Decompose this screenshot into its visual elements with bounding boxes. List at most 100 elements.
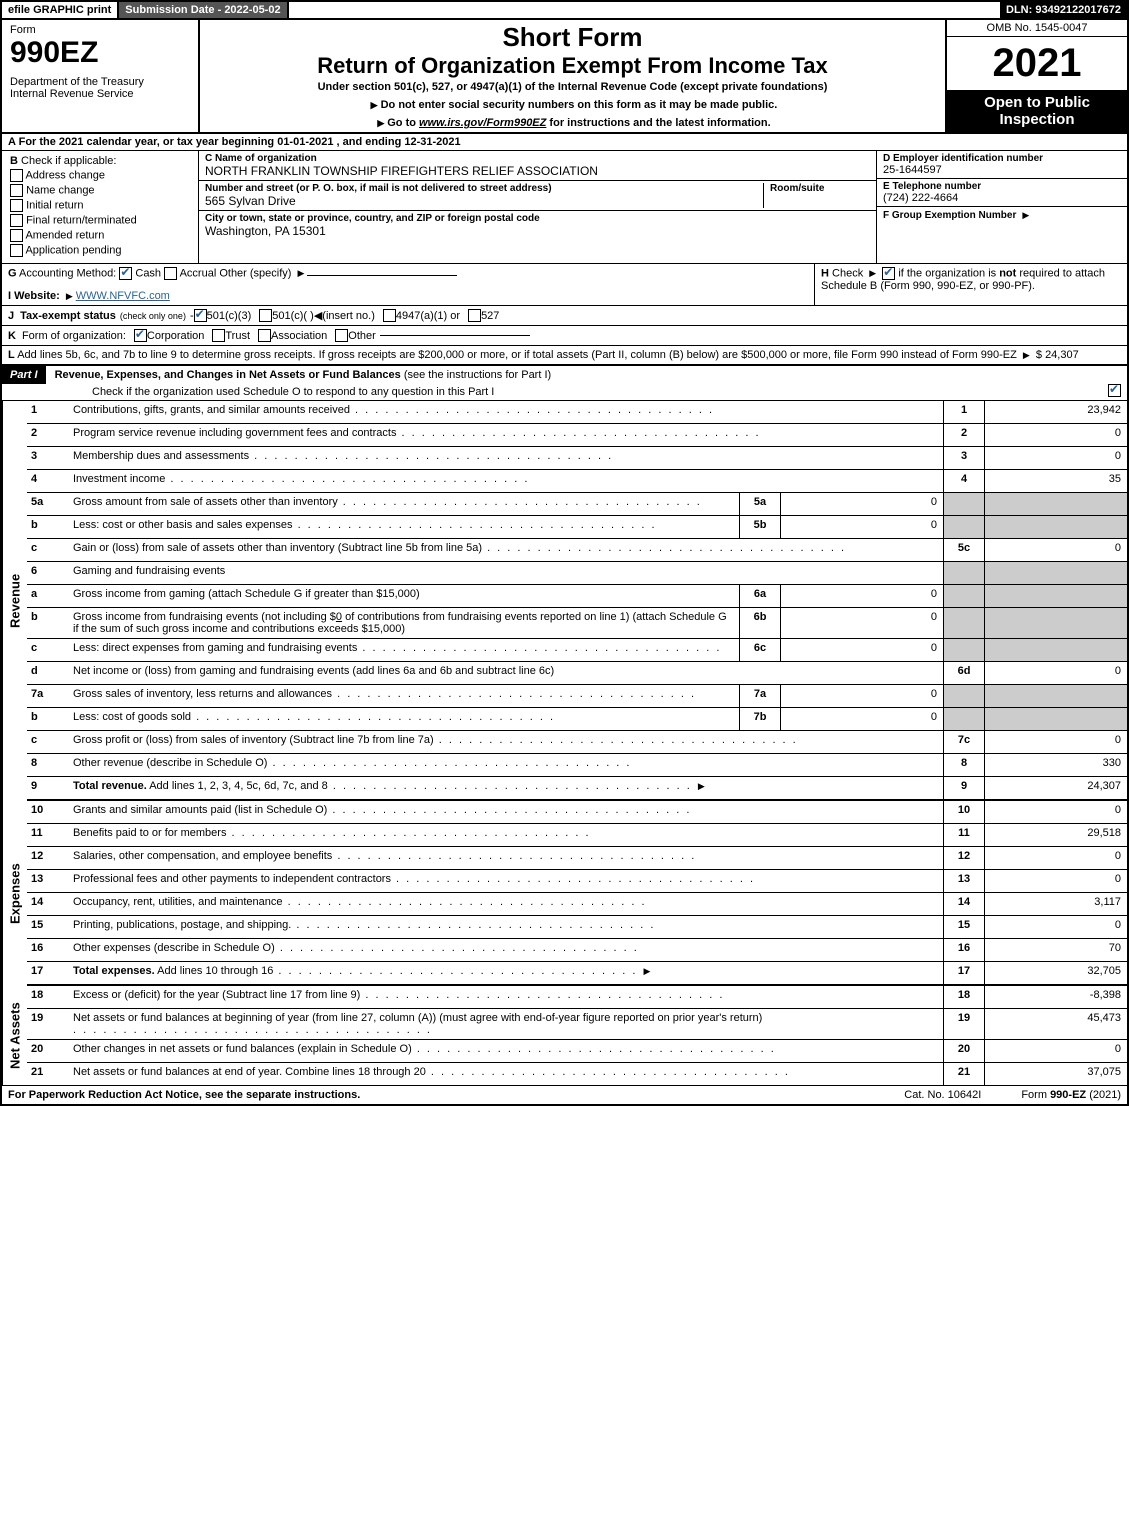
chk-501c3[interactable] — [194, 309, 207, 322]
ein-label: D Employer identification number — [883, 153, 1121, 164]
note-goto: Go to www.irs.gov/Form990EZ for instruct… — [208, 117, 937, 129]
efile-label[interactable]: efile GRAPHIC print — [2, 2, 119, 18]
row-l: L Add lines 5b, 6c, and 7b to line 9 to … — [0, 346, 1129, 366]
line6d-val: 0 — [984, 662, 1127, 684]
line3-desc: Membership dues and assessments — [73, 450, 249, 462]
city-label: City or town, state or province, country… — [205, 213, 870, 224]
short-form-title: Short Form — [208, 22, 937, 53]
chk-trust[interactable] — [212, 329, 225, 342]
expenses-section: Expenses 10Grants and similar amounts pa… — [0, 801, 1129, 986]
website-link[interactable]: WWW.NFVFC.com — [76, 290, 170, 302]
line13-val: 0 — [984, 870, 1127, 892]
cash-label: Cash — [135, 267, 161, 279]
top-bar: efile GRAPHIC print Submission Date - 20… — [0, 0, 1129, 18]
chk-527[interactable] — [468, 309, 481, 322]
line2-desc: Program service revenue including govern… — [73, 427, 396, 439]
line7c-desc: Gross profit or (loss) from sales of inv… — [73, 734, 434, 746]
line9-val: 24,307 — [984, 777, 1127, 799]
chk-schedule-b[interactable] — [882, 267, 895, 280]
line6b-val: 0 — [780, 608, 943, 638]
chk-other-org[interactable] — [335, 329, 348, 342]
chk-501c[interactable] — [259, 309, 272, 322]
col-c: C Name of organization NORTH FRANKLIN TO… — [199, 151, 877, 263]
line2-val: 0 — [984, 424, 1127, 446]
omb-number: OMB No. 1545-0047 — [947, 20, 1127, 37]
line16-val: 70 — [984, 939, 1127, 961]
line16-desc: Other expenses (describe in Schedule O) — [73, 942, 275, 954]
line19-val: 45,473 — [984, 1009, 1127, 1039]
part1-title: Revenue, Expenses, and Changes in Net As… — [55, 369, 401, 381]
line1-val: 23,942 — [984, 401, 1127, 423]
chk-initial[interactable]: Initial return — [10, 199, 190, 212]
other-input[interactable] — [307, 275, 457, 276]
line18-desc: Excess or (deficit) for the year (Subtra… — [73, 989, 360, 1001]
line12-val: 0 — [984, 847, 1127, 869]
line6a-desc: Gross income from gaming (attach Schedul… — [73, 588, 420, 600]
accrual-label: Accrual — [180, 267, 217, 279]
page-footer: For Paperwork Reduction Act Notice, see … — [0, 1085, 1129, 1106]
row-a-text: For the 2021 calendar year, or tax year … — [19, 136, 461, 148]
form-label: Form — [10, 24, 190, 36]
chk-4947[interactable] — [383, 309, 396, 322]
phone-label: E Telephone number — [883, 181, 1121, 192]
row-l-text: Add lines 5b, 6c, and 7b to line 9 to de… — [17, 349, 1017, 361]
line17-val: 32,705 — [984, 962, 1127, 984]
line5c-val: 0 — [984, 539, 1127, 561]
chk-address[interactable]: Address change — [10, 169, 190, 182]
paperwork-notice: For Paperwork Reduction Act Notice, see … — [8, 1089, 864, 1101]
row-l-value: $ 24,307 — [1036, 349, 1079, 361]
line10-val: 0 — [984, 801, 1127, 823]
line1-desc: Contributions, gifts, grants, and simila… — [73, 404, 350, 416]
line18-val: -8,398 — [984, 986, 1127, 1008]
cat-no: Cat. No. 10642I — [904, 1089, 981, 1101]
chk-pending[interactable]: Application pending — [10, 244, 190, 257]
line7b-val: 0 — [780, 708, 943, 730]
line6b-desc1: Gross income from fundraising events (no… — [73, 611, 336, 623]
line6c-val: 0 — [780, 639, 943, 661]
header-middle: Short Form Return of Organization Exempt… — [200, 20, 947, 132]
tax-exempt-label: Tax-exempt status — [20, 310, 116, 322]
accounting-label: Accounting Method: — [19, 267, 116, 279]
chk-schedule-o[interactable] — [1108, 384, 1121, 397]
line20-val: 0 — [984, 1040, 1127, 1062]
line5a-desc: Gross amount from sale of assets other t… — [73, 496, 338, 508]
line11-val: 29,518 — [984, 824, 1127, 846]
line4-val: 35 — [984, 470, 1127, 492]
ein-value: 25-1644597 — [883, 164, 1121, 176]
other-org-input[interactable] — [380, 335, 530, 336]
street-value: 565 Sylvan Drive — [205, 194, 763, 208]
chk-cash[interactable] — [119, 267, 132, 280]
line21-val: 37,075 — [984, 1063, 1127, 1085]
chk-final[interactable]: Final return/terminated — [10, 214, 190, 227]
revenue-section: Revenue 1Contributions, gifts, grants, a… — [0, 401, 1129, 801]
line11-desc: Benefits paid to or for members — [73, 827, 226, 839]
chk-corp[interactable] — [134, 329, 147, 342]
line5a-val: 0 — [780, 493, 943, 515]
chk-assoc[interactable] — [258, 329, 271, 342]
row-j: JTax-exempt status (check only one) - 50… — [0, 306, 1129, 326]
meta-grid: B Check if applicable: Address change Na… — [0, 151, 1129, 264]
chk-name[interactable]: Name change — [10, 184, 190, 197]
note-ssn: Do not enter social security numbers on … — [208, 99, 937, 111]
line4-desc: Investment income — [73, 473, 165, 485]
line3-val: 0 — [984, 447, 1127, 469]
chk-accrual[interactable] — [164, 267, 177, 280]
street-label: Number and street (or P. O. box, if mail… — [205, 183, 763, 194]
line8-val: 330 — [984, 754, 1127, 776]
goto-post: for instructions and the latest informat… — [546, 117, 770, 129]
submission-date: Submission Date - 2022-05-02 — [119, 2, 288, 18]
line5b-val: 0 — [780, 516, 943, 538]
line10-desc: Grants and similar amounts paid (list in… — [73, 804, 327, 816]
netassets-section: Net Assets 18Excess or (deficit) for the… — [0, 986, 1129, 1085]
line8-desc: Other revenue (describe in Schedule O) — [73, 757, 267, 769]
line14-desc: Occupancy, rent, utilities, and maintena… — [73, 896, 283, 908]
line13-desc: Professional fees and other payments to … — [73, 873, 391, 885]
line6a-val: 0 — [780, 585, 943, 607]
irs-link[interactable]: www.irs.gov/Form990EZ — [419, 117, 546, 129]
chk-amended[interactable]: Amended return — [10, 229, 190, 242]
org-name-label: C Name of organization — [205, 153, 870, 164]
under-section: Under section 501(c), 527, or 4947(a)(1)… — [208, 81, 937, 93]
org-name: NORTH FRANKLIN TOWNSHIP FIREFIGHTERS REL… — [205, 164, 870, 178]
form-ref: Form 990-EZ (2021) — [1021, 1089, 1121, 1101]
line6-desc: Gaming and fundraising events — [73, 565, 225, 577]
